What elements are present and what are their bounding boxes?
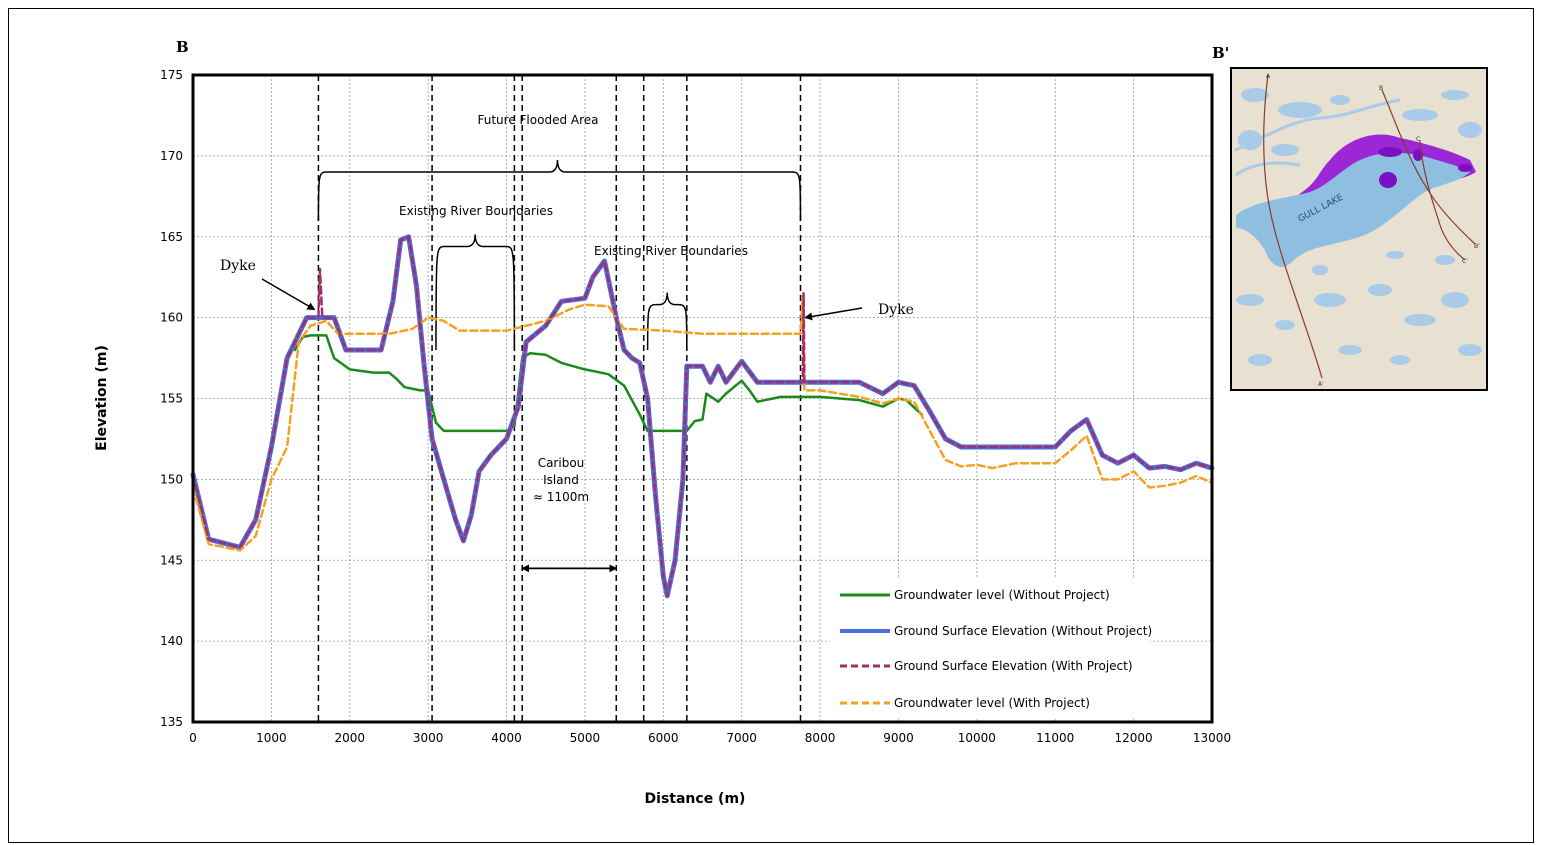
y-tick-labels: 135 140 145 150 155 160 165 170 175	[160, 68, 183, 729]
map-water-body	[1404, 314, 1436, 326]
map-label-b-prime: B'	[1474, 243, 1480, 250]
map-label-b: B	[1379, 85, 1383, 92]
dyke-arrow-left	[261, 278, 316, 311]
series-lines	[190, 234, 1215, 599]
x-tick-label: 1000	[256, 731, 287, 745]
map-water-body	[1338, 345, 1362, 355]
annotation-bracket	[317, 160, 802, 221]
map-water-body	[1248, 354, 1272, 366]
section-line-a	[1263, 74, 1323, 379]
inset-map: A A' B B' C C' GULL LAKE	[1230, 67, 1488, 391]
flood-patch-4	[1458, 164, 1472, 172]
x-tick-label: 12000	[1115, 731, 1153, 745]
caribou-label-line1: Caribou	[538, 456, 585, 470]
caribou-label-line2: Island	[543, 473, 579, 487]
map-water-body	[1386, 251, 1404, 259]
series-line-1	[293, 334, 924, 433]
map-panel-label: B'	[1212, 44, 1229, 62]
map-water-body	[1441, 292, 1469, 308]
figure-frame	[8, 8, 1534, 843]
map-water-body	[1458, 344, 1482, 356]
panel-label: B	[176, 38, 189, 56]
section-line-b	[1381, 89, 1476, 245]
y-tick-label: 165	[160, 230, 183, 244]
dyke-label-right: Dyke	[878, 302, 914, 318]
y-tick-label: 150	[160, 472, 183, 486]
x-tick-labels: 0 1000 2000 3000 4000 5000 6000 7000 8000 9000 100…	[189, 731, 1231, 745]
x-tick-label: 0	[189, 731, 197, 745]
x-tick-label: 3000	[413, 731, 444, 745]
flood-patch-1	[1378, 147, 1402, 157]
flood-patch-3	[1413, 149, 1423, 161]
annotation-bracket	[646, 292, 688, 350]
x-tick-label: 5000	[570, 731, 601, 745]
future-flooded-area-label: Future Flooded Area	[478, 113, 599, 127]
map-water-body	[1278, 102, 1322, 118]
legend-label-gw-with: Groundwater level (With Project)	[894, 696, 1090, 710]
map-water-body	[1441, 90, 1469, 100]
plot-area: 0 1000 2000 3000 4000 5000 6000 7000 8000 9000 100…	[160, 68, 1231, 745]
x-tick-label: 11000	[1036, 731, 1074, 745]
map-creek	[1235, 161, 1301, 177]
map-water-body	[1435, 255, 1455, 265]
map-water-body	[1330, 95, 1350, 105]
map-water-body	[1314, 293, 1346, 307]
y-tick-label: 140	[160, 634, 183, 648]
legend-label-gs-without: Ground Surface Elevation (Without Projec…	[894, 624, 1152, 638]
series-line-3	[191, 235, 1214, 598]
x-tick-label: 13000	[1193, 731, 1231, 745]
annotation-bracket	[435, 234, 516, 350]
y-axis-title: Elevation (m)	[94, 345, 110, 451]
map-label-a-prime: A'	[1318, 381, 1324, 388]
x-tick-label: 2000	[334, 731, 365, 745]
map-water-body	[1368, 284, 1392, 296]
x-tick-label: 8000	[805, 731, 836, 745]
gull-lake-shape	[1236, 152, 1470, 267]
y-tick-label: 170	[160, 149, 183, 163]
x-tick-label: 10000	[958, 731, 996, 745]
map-water-body	[1236, 294, 1264, 306]
map-label-a: A	[1266, 73, 1271, 80]
map-waterways	[1234, 88, 1482, 366]
x-tick-label: 6000	[648, 731, 679, 745]
map-water-body	[1458, 122, 1482, 138]
map-water-body	[1275, 320, 1295, 330]
existing-river-boundaries-label-2: Existing River Boundaries	[594, 244, 748, 258]
map-label-c-prime: C'	[1462, 258, 1468, 265]
legend-label-gw-without: Groundwater level (Without Project)	[894, 588, 1110, 602]
map-creek	[1234, 98, 1401, 152]
map-water-body	[1390, 355, 1410, 365]
series-line-4	[191, 293, 1214, 552]
legend-background	[830, 578, 1150, 718]
y-tick-label: 135	[160, 715, 183, 729]
y-tick-label: 160	[160, 311, 183, 325]
map-water-body	[1241, 88, 1269, 102]
y-tick-label: 175	[160, 68, 183, 82]
map-label-c: C	[1416, 136, 1420, 143]
map-water-body	[1271, 144, 1299, 156]
map-water-body	[1312, 265, 1328, 275]
plot-border	[191, 73, 1214, 724]
caribou-label-line3: ≈ 1100m	[533, 490, 589, 504]
legend: Groundwater level (Without Project) Grou…	[830, 578, 1152, 718]
legend-label-gs-with: Ground Surface Elevation (With Project)	[894, 659, 1133, 673]
flood-patch-2	[1379, 172, 1397, 188]
x-axis-title: Distance (m)	[645, 791, 746, 807]
y-tick-label: 145	[160, 553, 183, 567]
map-water-body	[1402, 109, 1438, 121]
x-tick-label: 9000	[883, 731, 914, 745]
x-tick-label: 4000	[491, 731, 522, 745]
existing-river-boundaries-label-1: Existing River Boundaries	[399, 204, 553, 218]
dyke-arrow-right	[804, 307, 863, 321]
dyke-label-left: Dyke	[220, 258, 256, 274]
x-tick-label: 7000	[726, 731, 757, 745]
section-line-c	[1419, 139, 1466, 261]
y-tick-label: 155	[160, 392, 183, 406]
